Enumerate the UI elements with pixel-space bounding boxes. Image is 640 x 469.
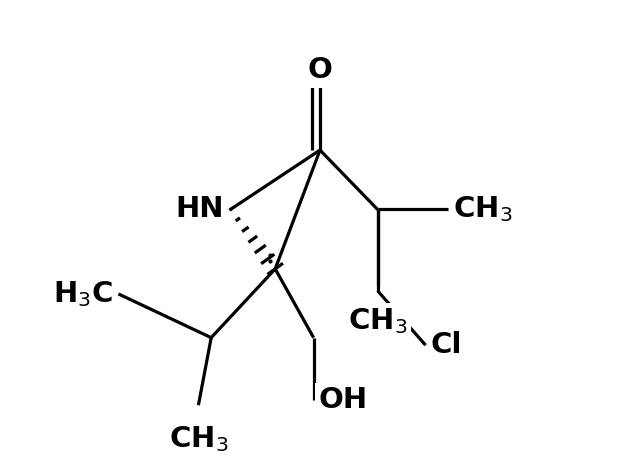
- Text: CH$_3$: CH$_3$: [453, 195, 513, 224]
- Text: OH: OH: [319, 386, 368, 414]
- Text: CH$_3$: CH$_3$: [169, 424, 228, 454]
- Text: O: O: [308, 56, 332, 84]
- Text: Cl: Cl: [431, 331, 462, 359]
- Text: HN: HN: [175, 196, 224, 224]
- Text: H$_3$C: H$_3$C: [53, 279, 113, 309]
- Text: CH$_3$: CH$_3$: [348, 306, 407, 336]
